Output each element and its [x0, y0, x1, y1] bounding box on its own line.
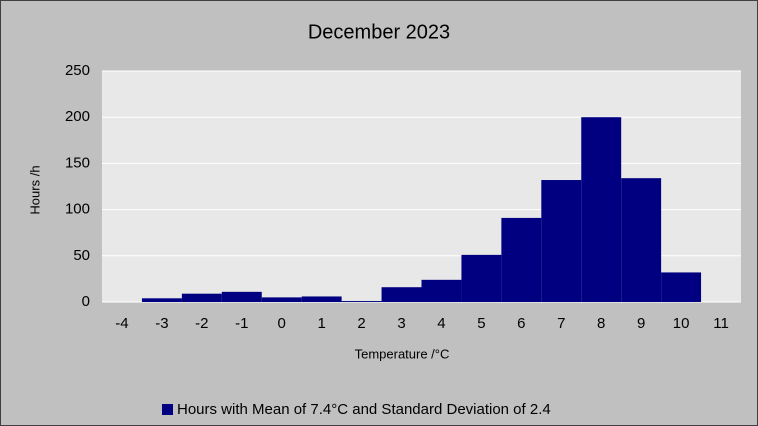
- x-tick-label: 7: [557, 315, 565, 332]
- x-tick-label: 5: [477, 315, 485, 332]
- x-tick-label: 6: [517, 315, 525, 332]
- bar: [581, 117, 622, 302]
- y-tick-label: 50: [73, 247, 90, 264]
- y-tick-label: 100: [65, 201, 90, 218]
- bar: [141, 298, 182, 302]
- x-tick-label: 1: [317, 315, 325, 332]
- bar: [221, 291, 262, 302]
- x-tick-label: 2: [357, 315, 365, 332]
- x-tick-label: -4: [115, 315, 128, 332]
- x-tick-label: 0: [278, 315, 286, 332]
- x-tick-label: -2: [195, 315, 208, 332]
- x-tick-label: 4: [437, 315, 445, 332]
- x-tick-label: 10: [673, 315, 690, 332]
- x-tick-label: 11: [713, 315, 729, 332]
- bar: [661, 272, 702, 302]
- x-tick-label: 3: [397, 315, 405, 332]
- bar: [181, 293, 222, 302]
- bar: [541, 180, 582, 302]
- y-tick-label: 200: [65, 108, 90, 125]
- x-tick-label: -1: [235, 315, 248, 332]
- x-tick-label: 9: [637, 315, 645, 332]
- x-tick-label: -3: [155, 315, 168, 332]
- x-axis-label: Temperature /°C: [355, 346, 450, 361]
- bar: [341, 301, 382, 302]
- y-tick-label: 250: [65, 62, 90, 79]
- y-tick-label: 0: [82, 293, 90, 310]
- bar: [501, 217, 542, 302]
- bar: [421, 279, 462, 302]
- bar: [381, 287, 422, 302]
- bar: [261, 297, 302, 302]
- y-axis-label: Hours /h: [27, 165, 42, 214]
- bar: [301, 296, 342, 302]
- x-tick-label: 8: [597, 315, 605, 332]
- bar: [461, 254, 502, 302]
- legend-marker: [162, 404, 173, 415]
- bar: [621, 178, 662, 302]
- legend-label: Hours with Mean of 7.4°C and Standard De…: [177, 401, 551, 418]
- chart-title: December 2023: [308, 21, 450, 43]
- y-tick-label: 150: [65, 154, 90, 171]
